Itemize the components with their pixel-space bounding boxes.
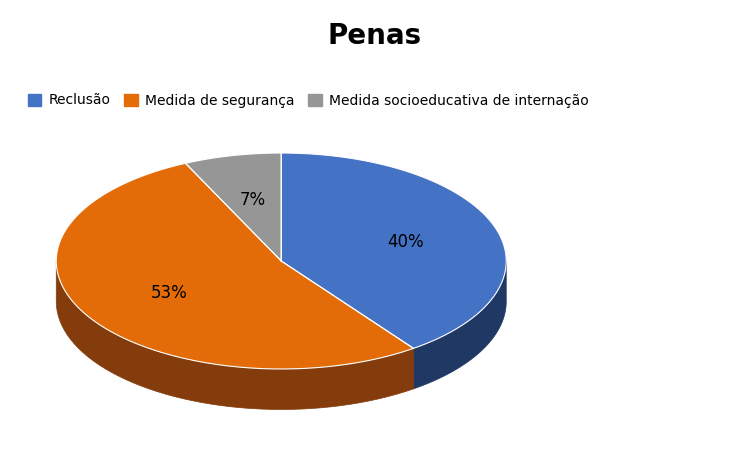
Polygon shape	[56, 163, 413, 369]
Polygon shape	[56, 261, 413, 410]
Text: Penas: Penas	[328, 22, 422, 50]
Polygon shape	[413, 261, 506, 389]
Text: 7%: 7%	[240, 191, 266, 209]
Polygon shape	[185, 153, 281, 261]
Legend: Reclusão, Medida de segurança, Medida socioeducativa de internação: Reclusão, Medida de segurança, Medida so…	[22, 88, 595, 113]
Text: 40%: 40%	[387, 233, 424, 251]
Polygon shape	[281, 153, 506, 348]
Text: 53%: 53%	[151, 284, 188, 302]
